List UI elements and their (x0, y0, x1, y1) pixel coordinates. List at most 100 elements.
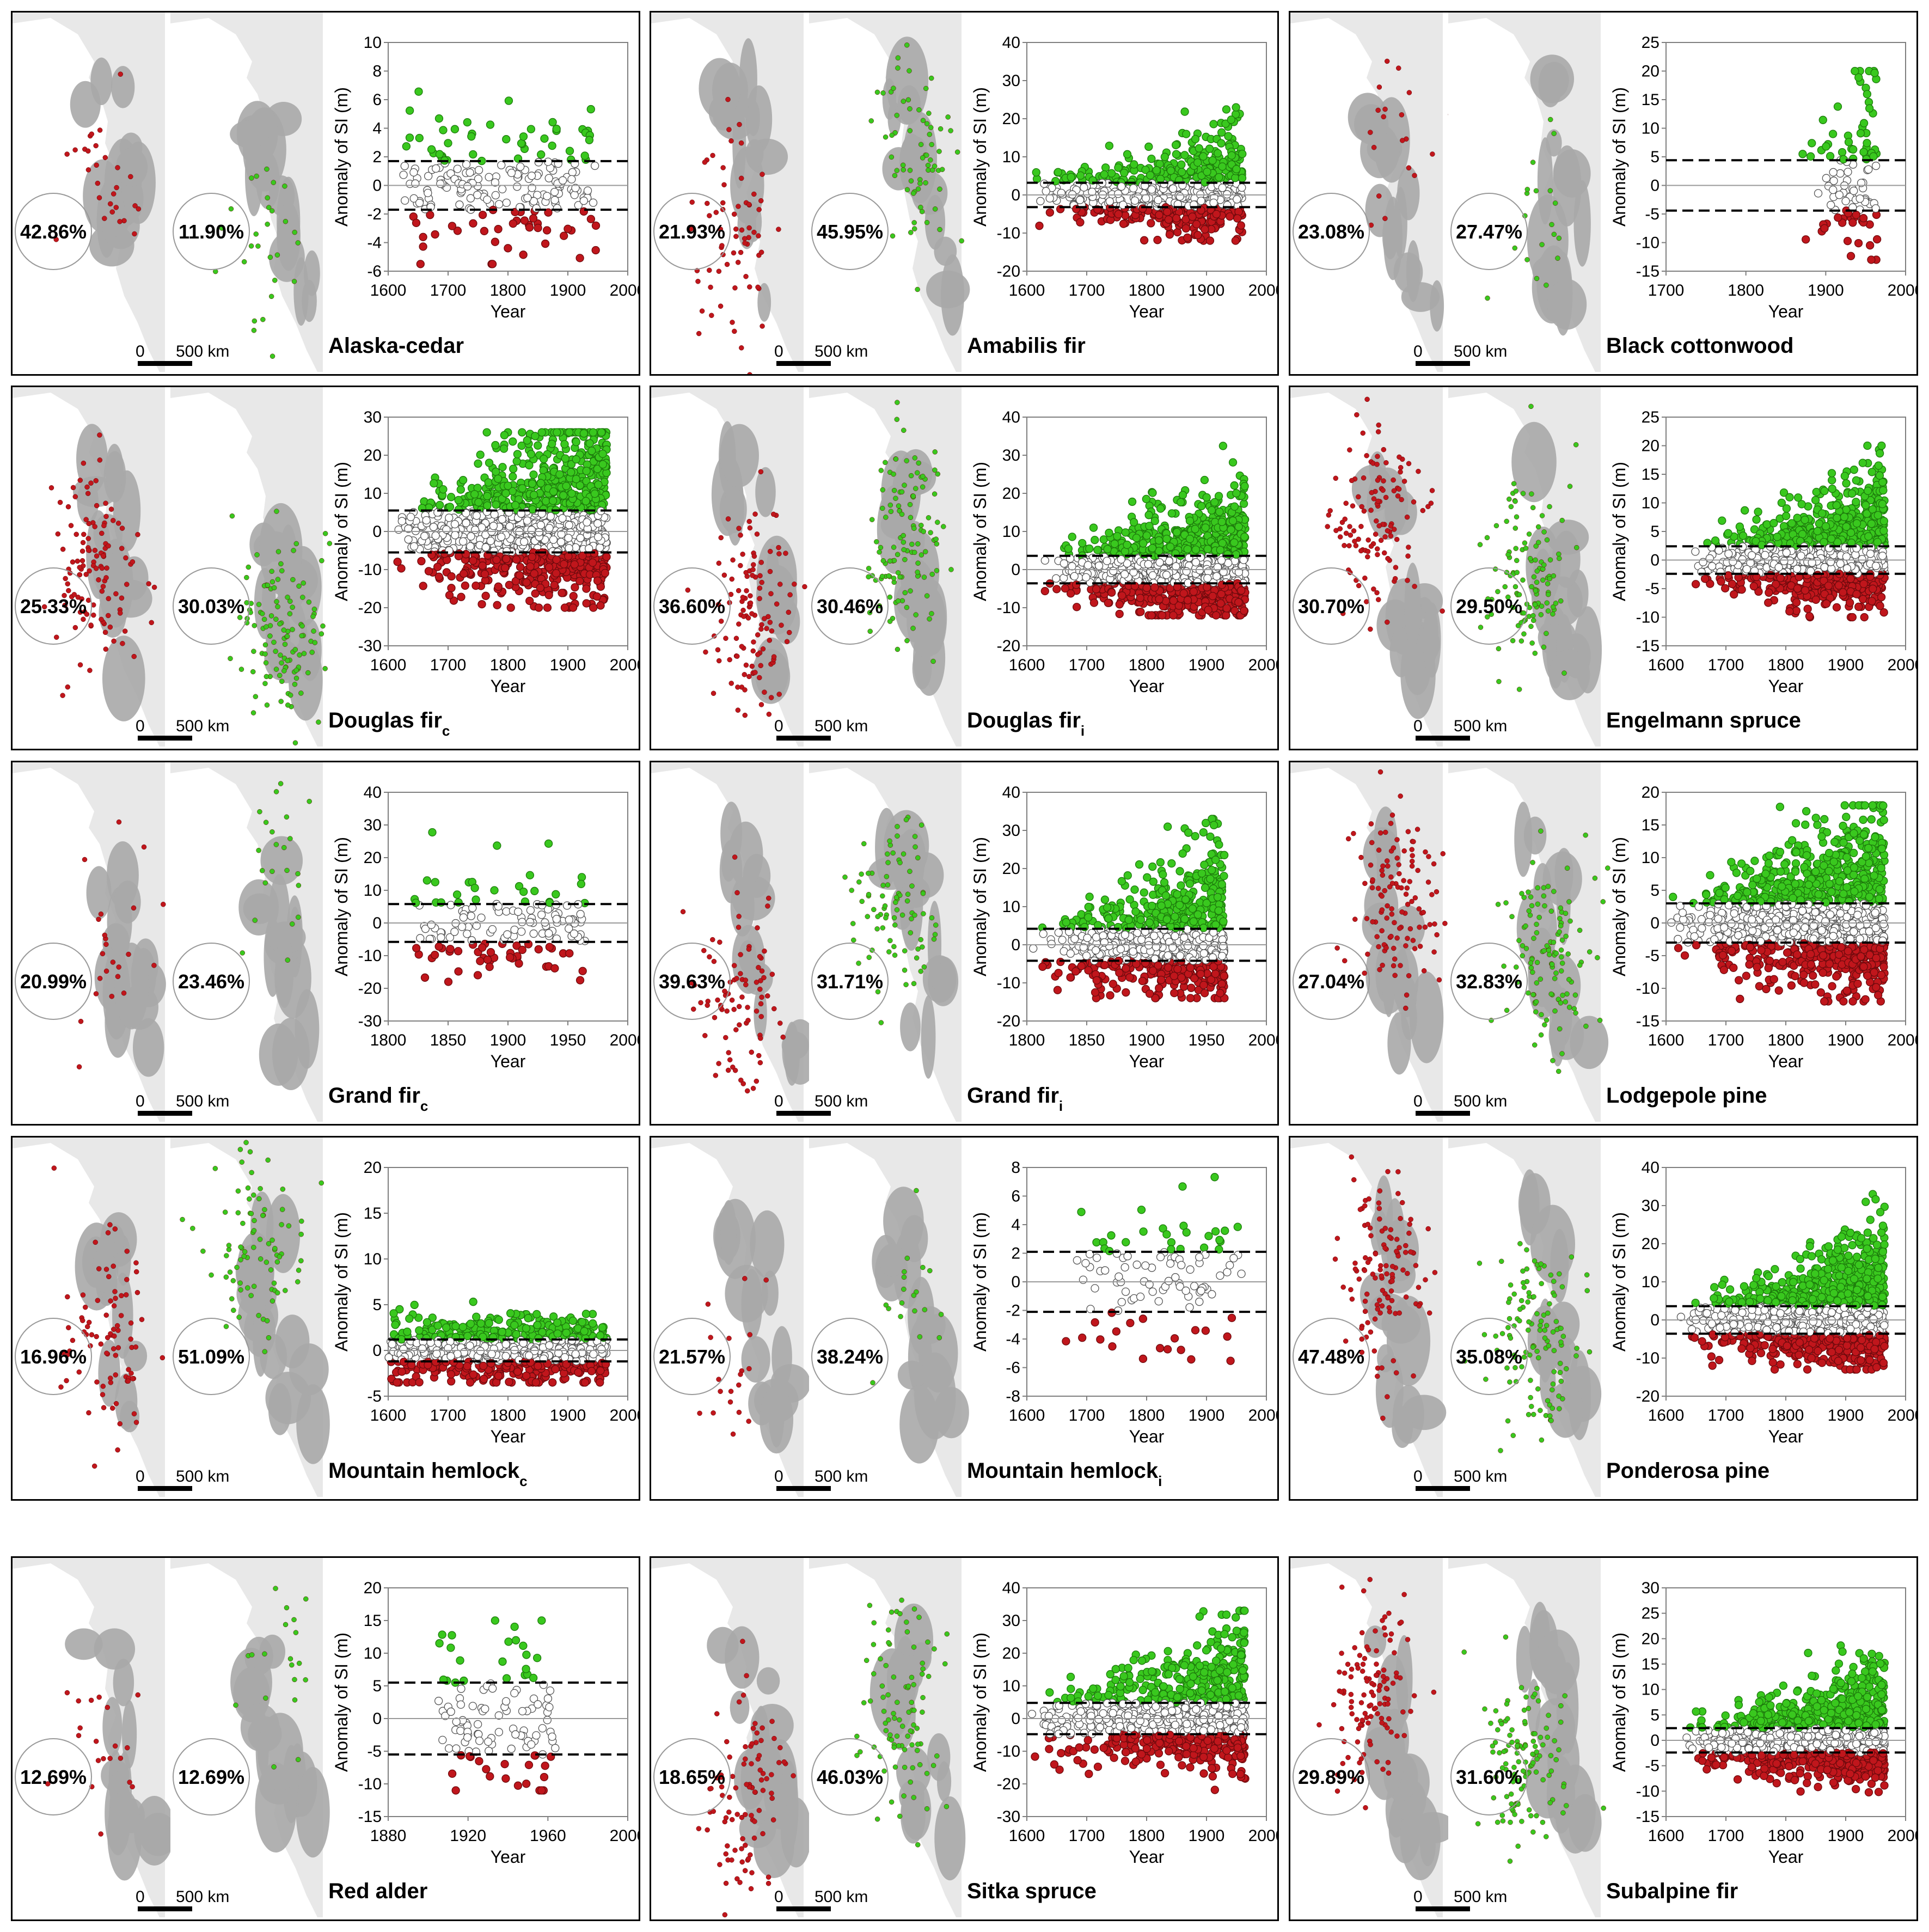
scale-bar-line (138, 361, 192, 366)
species-name: Amabilis fir (967, 334, 1086, 358)
data-point (491, 191, 500, 200)
site-point (730, 557, 736, 563)
site-point (281, 627, 287, 633)
site-point (106, 613, 111, 619)
panel-svg: 30.70% 29.50%0 500 km-15-10-50510152025160… (1290, 387, 1916, 749)
data-point (1052, 574, 1061, 583)
data-point (481, 591, 490, 600)
site-point (63, 576, 68, 582)
data-point (474, 459, 482, 468)
site-point (723, 635, 728, 641)
map-declining: 30.70% (1290, 387, 1445, 749)
site-point (284, 633, 290, 639)
range-patch (1547, 279, 1587, 330)
data-point (483, 492, 492, 500)
site-point (241, 259, 247, 265)
data-point (544, 563, 554, 572)
site-point (901, 533, 906, 539)
data-point (1114, 163, 1123, 172)
site-point (1371, 144, 1377, 150)
y-tick-label: 0 (1650, 177, 1659, 195)
site-point (1382, 106, 1388, 112)
range-patch (1537, 137, 1553, 225)
site-point (911, 226, 917, 231)
site-point (707, 213, 712, 218)
range-patch (105, 443, 124, 496)
data-point (1093, 546, 1102, 554)
site-point (891, 487, 897, 493)
data-point (568, 603, 578, 612)
data-point (1068, 562, 1076, 571)
percent-circle (173, 193, 250, 270)
site-point (275, 604, 280, 609)
site-point (959, 238, 964, 244)
site-point (262, 651, 268, 657)
site-point (896, 503, 902, 509)
site-point (290, 604, 295, 610)
data-point (422, 516, 431, 525)
scale-bar: 0 500 km (774, 343, 868, 366)
y-tick-label: 2 (372, 148, 382, 166)
range-patch (941, 254, 964, 336)
data-point (549, 535, 558, 544)
data-point (585, 439, 594, 448)
data-point (1123, 540, 1131, 549)
site-point (932, 491, 938, 497)
data-point (1216, 599, 1225, 608)
data-point (1162, 534, 1171, 543)
data-point (1103, 545, 1112, 554)
data-point (570, 560, 579, 569)
site-point (742, 672, 748, 677)
data-point (550, 187, 559, 197)
site-point (282, 641, 288, 647)
site-point (86, 521, 91, 527)
site-point (269, 568, 274, 574)
site-point (878, 545, 884, 551)
data-point (509, 464, 518, 473)
scale-label: 500 km (815, 717, 868, 735)
site-point (883, 460, 888, 466)
site-point (72, 147, 78, 153)
site-point (927, 616, 932, 622)
site-point (1547, 117, 1553, 123)
data-point (525, 223, 534, 232)
data-point (504, 481, 512, 490)
data-point (1221, 119, 1230, 128)
data-point (1067, 173, 1075, 181)
site-point (705, 200, 710, 206)
site-point (937, 227, 942, 233)
site-point (93, 566, 99, 571)
data-point (535, 528, 543, 536)
site-point (751, 229, 757, 235)
species-range (1351, 451, 1443, 719)
site-point (48, 485, 54, 491)
site-point (122, 628, 128, 634)
site-point (878, 468, 884, 473)
site-point (932, 449, 938, 455)
data-point (498, 463, 507, 472)
data-point (1848, 218, 1857, 227)
site-point (880, 90, 886, 96)
data-point (1182, 130, 1191, 138)
site-point (939, 167, 945, 172)
site-point (724, 261, 730, 267)
range-patch (111, 66, 135, 108)
range-patch (76, 424, 108, 494)
site-point (771, 511, 776, 517)
data-point (1834, 213, 1842, 222)
site-point (72, 625, 78, 631)
site-point (99, 530, 105, 536)
data-point (513, 450, 522, 458)
data-point (1154, 536, 1163, 545)
site-point (756, 207, 762, 212)
site-point (293, 541, 299, 547)
site-point (265, 195, 270, 201)
site-point (769, 628, 775, 634)
data-point (523, 436, 531, 445)
site-point (1406, 90, 1412, 95)
data-point (543, 192, 552, 200)
data-point (1201, 225, 1209, 234)
data-point (558, 176, 567, 185)
site-point (924, 121, 930, 126)
site-point (748, 600, 754, 606)
